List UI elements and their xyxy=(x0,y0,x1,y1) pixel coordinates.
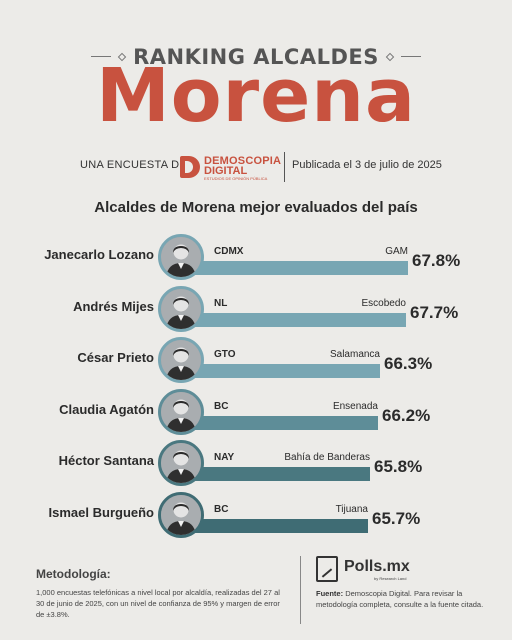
logo-line1: DEMOSCOPIA xyxy=(204,155,282,167)
source-note: Fuente: Demoscopia Digital. Para revisar… xyxy=(316,588,486,610)
person-photo-icon xyxy=(158,234,204,280)
value-label: 67.7% xyxy=(410,303,459,322)
bar xyxy=(186,519,368,533)
person-photo-icon xyxy=(158,440,204,486)
person-photo-icon xyxy=(158,286,204,332)
bar xyxy=(186,416,378,430)
byline: UNA ENCUESTA DE: DEMOSCOPIA DIGITAL ESTU… xyxy=(0,150,512,186)
municipality-label: Ensenada xyxy=(332,401,378,412)
footer-divider xyxy=(300,556,301,624)
polls-logo: Polls.mx by Research Land xyxy=(316,556,436,586)
state-label: CDMX xyxy=(214,246,244,257)
person-photo-icon xyxy=(158,337,204,383)
survey-by-label: UNA ENCUESTA DE: xyxy=(80,159,191,171)
person-photo-icon xyxy=(158,492,204,538)
published-date: Publicada el 3 de julio de 2025 xyxy=(292,159,442,171)
bar xyxy=(186,467,370,481)
person-photo-icon xyxy=(158,389,204,435)
polls-chart-icon xyxy=(316,556,338,582)
kicker: RANKING ALCALDES xyxy=(91,45,421,69)
state-label: BC xyxy=(214,401,229,412)
state-label: NL xyxy=(214,298,228,309)
chart-row: Héctor Santana NAY Bahía de Banderas 65.8% xyxy=(0,438,512,488)
kicker-wrap: RANKING ALCALDES xyxy=(0,44,512,69)
state-label: NAY xyxy=(214,452,235,463)
chart-row: Ismael Burgueño BC Tijuana 65.7% xyxy=(0,490,512,540)
divider-right xyxy=(400,56,421,57)
polls-brand: Polls.mx xyxy=(344,558,410,575)
source-label: Fuente: xyxy=(316,589,344,598)
chart-row: Claudia Agatón BC Ensenada 66.2% xyxy=(0,387,512,437)
municipality-label: Escobedo xyxy=(361,298,406,309)
demoscopia-logo: DEMOSCOPIA DIGITAL ESTUDIOS DE OPINIÓN P… xyxy=(180,154,282,182)
value-label: 65.8% xyxy=(374,457,423,476)
logo-line2: DIGITAL xyxy=(204,165,248,177)
divider-left xyxy=(91,56,112,57)
value-label: 66.3% xyxy=(384,354,433,373)
demoscopia-d-icon xyxy=(180,156,200,178)
kicker-text: RANKING ALCALDES xyxy=(133,44,379,69)
municipality-label: Tijuana xyxy=(335,504,368,515)
polls-brand-sub: by Research Land xyxy=(374,576,407,581)
value-label: 66.2% xyxy=(382,406,431,425)
municipality-label: Salamanca xyxy=(329,349,380,360)
category-label: Andrés Mijes xyxy=(73,299,154,314)
logo-tagline: ESTUDIOS DE OPINIÓN PÚBLICA xyxy=(204,176,268,181)
source-text: Demoscopia Digital. Para revisar la meto… xyxy=(316,589,484,609)
category-label: Janecarlo Lozano xyxy=(44,247,154,262)
value-label: 67.8% xyxy=(412,251,461,270)
bar xyxy=(186,364,380,378)
chart-row: Janecarlo Lozano CDMX GAM 67.8% xyxy=(0,232,512,282)
byline-divider xyxy=(284,152,285,182)
chart-row: César Prieto GTO Salamanca 66.3% xyxy=(0,335,512,385)
bar xyxy=(186,261,408,275)
methodology-heading: Metodología: xyxy=(36,567,111,581)
category-label: Héctor Santana xyxy=(58,453,154,468)
value-label: 65.7% xyxy=(372,509,421,528)
state-label: BC xyxy=(214,504,229,515)
page-title: Morena xyxy=(96,53,416,139)
municipality-label: GAM xyxy=(385,246,408,257)
category-label: Ismael Burgueño xyxy=(48,505,154,520)
chart-title: Alcaldes de Morena mejor evaluados del p… xyxy=(94,199,418,216)
municipality-label: Bahía de Banderas xyxy=(284,452,370,463)
state-label: GTO xyxy=(214,349,236,360)
bar xyxy=(186,313,406,327)
chart-row: Andrés Mijes NL Escobedo 67.7% xyxy=(0,284,512,334)
methodology-text: 1,000 encuestas telefónicas a nivel loca… xyxy=(36,588,280,619)
category-label: César Prieto xyxy=(77,350,154,365)
category-label: Claudia Agatón xyxy=(59,402,154,417)
